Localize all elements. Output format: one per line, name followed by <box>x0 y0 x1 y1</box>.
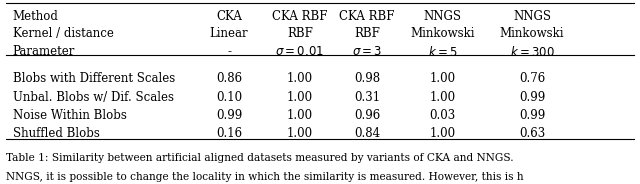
Text: -: - <box>227 45 231 58</box>
Text: CKA: CKA <box>216 10 242 23</box>
Text: 0.76: 0.76 <box>519 72 545 85</box>
Text: CKA RBF: CKA RBF <box>339 10 395 23</box>
Text: 0.84: 0.84 <box>354 127 380 140</box>
Text: $k = 300$: $k = 300$ <box>509 45 554 59</box>
Text: RBF: RBF <box>354 27 380 40</box>
Text: 0.03: 0.03 <box>429 109 456 122</box>
Text: RBF: RBF <box>287 27 313 40</box>
Text: NNGS: NNGS <box>513 10 551 23</box>
Text: 1.00: 1.00 <box>287 127 313 140</box>
Text: 1.00: 1.00 <box>287 91 313 104</box>
Text: 0.63: 0.63 <box>519 127 545 140</box>
Text: 1.00: 1.00 <box>287 72 313 85</box>
Text: $\sigma = 0.01$: $\sigma = 0.01$ <box>275 45 324 58</box>
Text: Shuffled Blobs: Shuffled Blobs <box>13 127 100 140</box>
Text: Kernel / distance: Kernel / distance <box>13 27 113 40</box>
Text: Method: Method <box>13 10 58 23</box>
Text: 0.96: 0.96 <box>354 109 380 122</box>
Text: 0.16: 0.16 <box>216 127 242 140</box>
Text: 0.99: 0.99 <box>519 91 545 104</box>
Text: 0.31: 0.31 <box>354 91 380 104</box>
Text: Minkowski: Minkowski <box>410 27 474 40</box>
Text: 0.98: 0.98 <box>354 72 380 85</box>
Text: 0.99: 0.99 <box>519 109 545 122</box>
Text: Table 1: Similarity between artificial aligned datasets measured by variants of : Table 1: Similarity between artificial a… <box>6 153 514 163</box>
Text: Noise Within Blobs: Noise Within Blobs <box>13 109 127 122</box>
Text: NNGS, it is possible to change the locality in which the similarity is measured.: NNGS, it is possible to change the local… <box>6 172 524 182</box>
Text: 1.00: 1.00 <box>287 109 313 122</box>
Text: Unbal. Blobs w/ Dif. Scales: Unbal. Blobs w/ Dif. Scales <box>13 91 173 104</box>
Text: NNGS: NNGS <box>423 10 461 23</box>
Text: Blobs with Different Scales: Blobs with Different Scales <box>13 72 175 85</box>
Text: 1.00: 1.00 <box>429 91 456 104</box>
Text: Linear: Linear <box>210 27 248 40</box>
Text: 0.86: 0.86 <box>216 72 242 85</box>
Text: Parameter: Parameter <box>13 45 75 58</box>
Text: $k = 5$: $k = 5$ <box>428 45 457 59</box>
Text: $\sigma = 3$: $\sigma = 3$ <box>352 45 382 58</box>
Text: 1.00: 1.00 <box>429 72 456 85</box>
Text: 0.99: 0.99 <box>216 109 242 122</box>
Text: 1.00: 1.00 <box>429 127 456 140</box>
Text: 0.10: 0.10 <box>216 91 242 104</box>
Text: Minkowski: Minkowski <box>500 27 564 40</box>
Text: CKA RBF: CKA RBF <box>272 10 328 23</box>
